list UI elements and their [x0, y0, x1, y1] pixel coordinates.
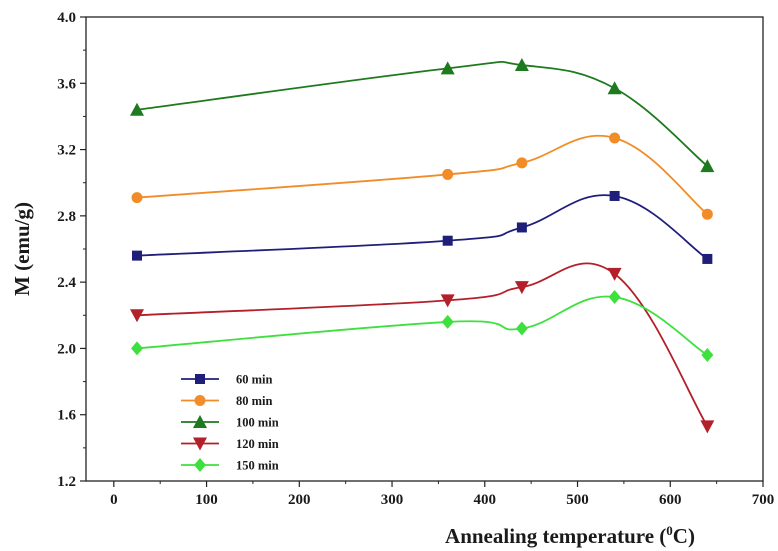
- x-tick-label: 700: [752, 492, 775, 508]
- series-line: [136, 194, 708, 260]
- data-point: [131, 341, 144, 356]
- data-point: [516, 157, 528, 169]
- series-line: [136, 60, 708, 167]
- data-point: [700, 159, 715, 173]
- data-point: [607, 81, 622, 95]
- series-layer: [130, 58, 715, 434]
- legend-marker: [193, 437, 207, 451]
- y-tick-label: 1.6: [57, 408, 76, 424]
- data-point: [701, 208, 713, 220]
- data-point: [130, 309, 145, 323]
- series-80-min: [131, 132, 713, 220]
- legend-marker: [194, 458, 206, 472]
- y-tick-label: 2.0: [57, 341, 76, 357]
- x-tick-label: 400: [474, 492, 497, 508]
- y-tick-label: 3.6: [57, 76, 76, 92]
- x-tick-label: 500: [566, 492, 589, 508]
- series-line: [136, 262, 709, 427]
- x-tick-label: 100: [195, 492, 218, 508]
- data-point: [441, 314, 454, 329]
- legend-marker: [195, 374, 205, 384]
- data-point: [440, 294, 455, 308]
- data-point: [516, 222, 527, 233]
- data-point: [608, 290, 621, 305]
- series-line: [136, 295, 708, 356]
- legend-label: 80 min: [236, 394, 273, 408]
- data-point: [130, 102, 145, 116]
- data-point: [700, 420, 715, 434]
- y-tick-label: 2.8: [57, 209, 76, 225]
- data-point: [442, 168, 454, 180]
- x-tick-label: 0: [110, 492, 118, 508]
- y-tick-label: 1.2: [57, 474, 76, 490]
- y-axis-title: M (emu/g): [10, 202, 34, 296]
- data-point: [440, 61, 455, 75]
- data-point: [609, 190, 620, 201]
- data-point: [514, 58, 529, 72]
- series-150-min: [131, 290, 714, 363]
- x-tick-label: 300: [381, 492, 404, 508]
- legend: 60 min 80 min 100 min 120 min 150 min: [181, 373, 279, 473]
- legend-label: 150 min: [236, 459, 279, 473]
- data-point: [514, 281, 529, 295]
- x-axis-title-superscript: 0: [666, 523, 673, 538]
- legend-marker: [193, 415, 207, 428]
- legend-label: 100 min: [236, 416, 279, 430]
- data-point: [131, 192, 143, 204]
- data-point: [609, 132, 621, 144]
- data-point: [607, 267, 622, 281]
- y-tick-label: 4.0: [57, 10, 76, 26]
- series-120-min: [130, 262, 715, 434]
- y-tick-label: 2.4: [57, 275, 76, 291]
- data-point: [132, 250, 143, 261]
- legend-label: 120 min: [236, 437, 279, 451]
- data-point: [701, 348, 714, 363]
- series-line: [136, 134, 708, 215]
- legend-label: 60 min: [236, 373, 273, 387]
- series-60-min: [132, 190, 713, 264]
- series-100-min: [130, 58, 715, 173]
- data-point: [442, 235, 453, 246]
- x-tick-label: 200: [288, 492, 311, 508]
- x-axis-title-suffix: C): [673, 524, 695, 548]
- y-tick-label: 3.2: [57, 143, 76, 159]
- data-point: [515, 321, 528, 336]
- plot-frame: [85, 16, 764, 482]
- data-point: [702, 253, 713, 264]
- axes: 0 100 200 300 400 500 600 700 1.2 1.6 2.0 2.4 2.8 3.2…: [57, 10, 774, 508]
- x-tick-label: 600: [659, 492, 682, 508]
- x-axis-title-main: Annealing temperature (: [445, 524, 666, 548]
- legend-marker: [194, 395, 206, 406]
- x-axis-title: Annealing temperature (0C): [445, 523, 695, 548]
